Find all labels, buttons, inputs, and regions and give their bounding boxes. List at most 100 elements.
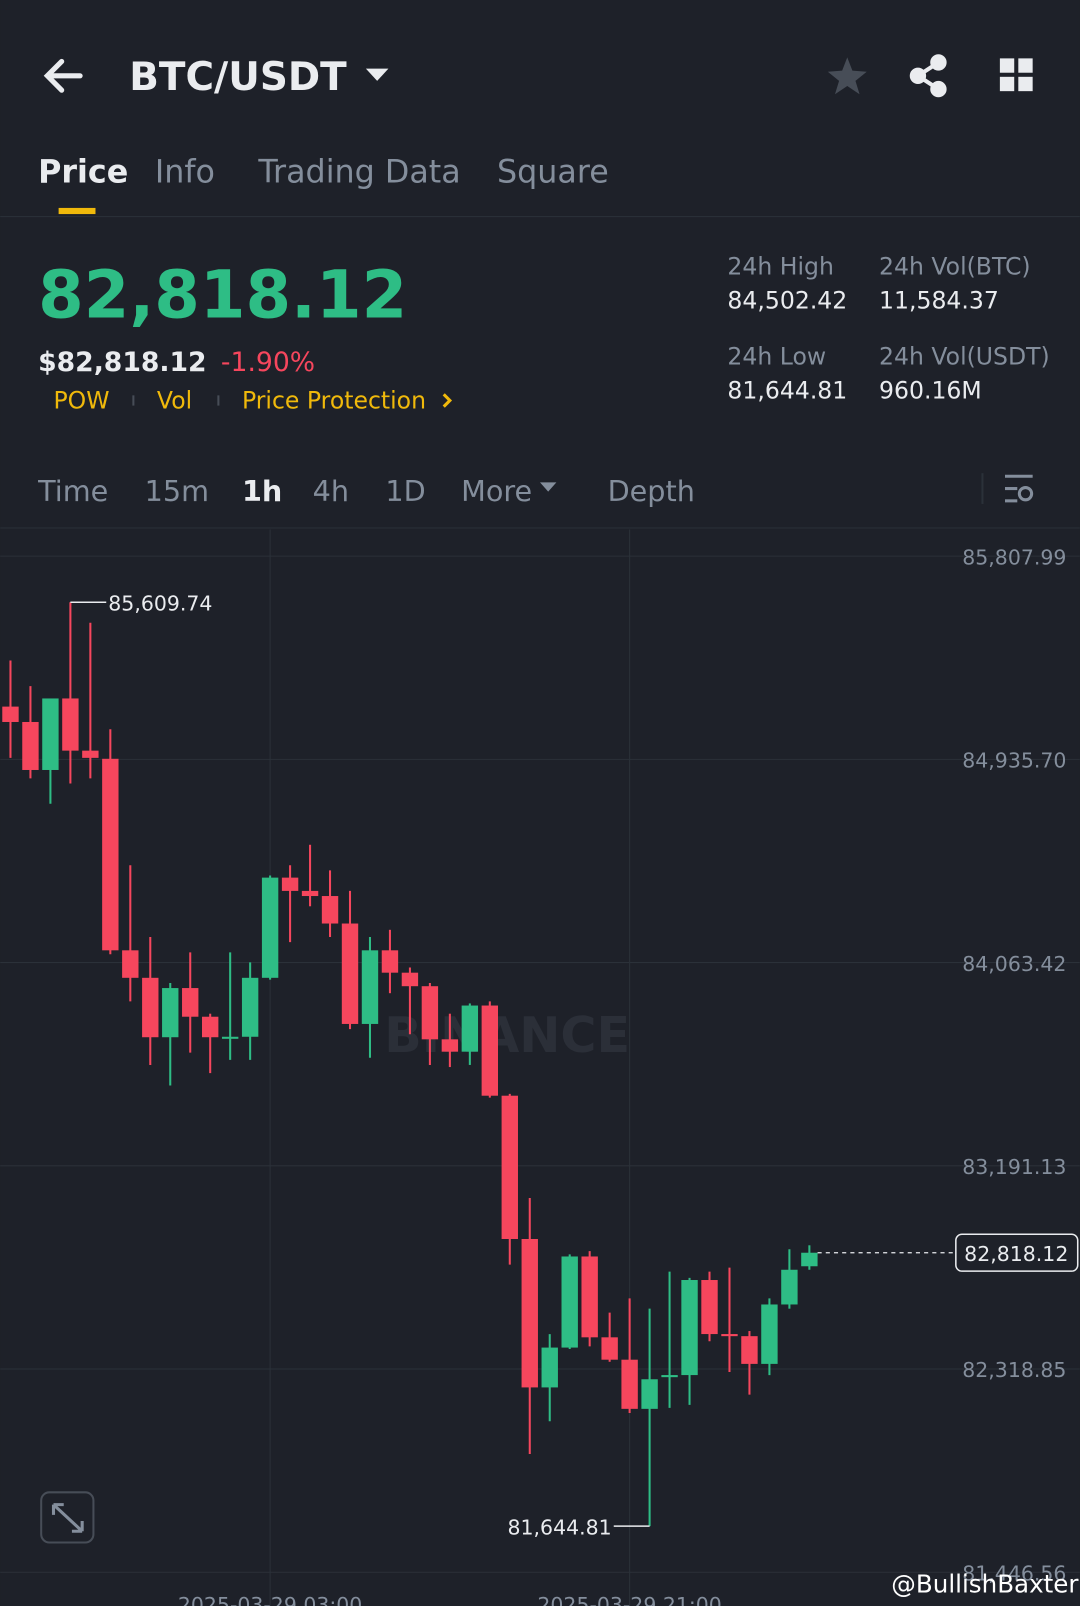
interval[interactable]: 4h xyxy=(313,474,349,508)
chart-settings-icon[interactable] xyxy=(1005,474,1034,503)
candle-body xyxy=(521,1239,538,1388)
max-label: 85,609.74 xyxy=(108,591,212,615)
interval[interactable]: 15m xyxy=(145,474,209,508)
candle-body xyxy=(621,1359,638,1409)
divider xyxy=(0,216,1080,218)
y-tick-label: 83,191.13 xyxy=(962,1155,1066,1179)
y-tick-label: 85,807.99 xyxy=(962,545,1066,569)
price-change: -1.90% xyxy=(221,347,315,378)
candle-body xyxy=(801,1252,818,1267)
active-tab-indicator xyxy=(58,207,96,215)
candle-body xyxy=(341,923,359,1024)
interval[interactable]: More xyxy=(461,474,532,508)
tag-chevron[interactable] xyxy=(442,393,453,408)
stat-value: 84,502.42 xyxy=(727,286,847,314)
candle-body xyxy=(241,977,259,1037)
interval[interactable]: 1D xyxy=(385,474,425,508)
candle-body xyxy=(122,950,139,978)
candle-body xyxy=(281,877,299,891)
more-dropdown[interactable] xyxy=(540,482,557,492)
candle-body xyxy=(721,1334,738,1337)
tab[interactable]: Trading Data xyxy=(257,154,460,190)
tab[interactable]: Square xyxy=(497,154,609,190)
candle-body xyxy=(581,1256,598,1338)
tag[interactable]: Vol xyxy=(157,387,192,415)
tags: POW Vol Price Protection xyxy=(53,387,426,415)
candle-body xyxy=(681,1280,698,1376)
candle-body xyxy=(162,988,179,1038)
favorite-icon[interactable] xyxy=(827,57,867,95)
stat-label: 24h Vol(USDT) xyxy=(879,343,1050,371)
candle-body xyxy=(421,986,439,1040)
x-tick-label: 2025-03-29 03:00 xyxy=(178,1593,362,1606)
stats: 24h High 84,502.42 24h Vol(BTC) 11,584.37 24… xyxy=(727,252,1049,404)
candle-body xyxy=(381,950,399,973)
candle-body xyxy=(42,698,59,770)
candle-body xyxy=(701,1280,718,1335)
interval[interactable]: Time xyxy=(37,474,108,508)
candle-body xyxy=(221,1036,239,1039)
candle-body xyxy=(501,1095,518,1240)
interval-bar: Time 15m 1h 4h 1D More Depth xyxy=(37,474,695,508)
candle-body xyxy=(182,988,199,1017)
candle-body xyxy=(142,977,159,1038)
candle-body xyxy=(761,1304,778,1364)
x-tick-label: 2025-03-29 21:00 xyxy=(537,1593,721,1606)
candle-body xyxy=(481,1005,499,1096)
tag[interactable]: POW xyxy=(53,387,109,415)
candlestick-chart: BINANCE 85,807.99 84,935.70 84,063.42 83,191… xyxy=(0,529,1080,1606)
y-tick-label: 81,446.56 xyxy=(962,1561,1066,1585)
share-icon[interactable] xyxy=(909,54,947,98)
candle-body xyxy=(661,1375,678,1378)
candle-body xyxy=(741,1336,758,1364)
min-label: 81,644.81 xyxy=(508,1515,612,1539)
candle-body xyxy=(641,1379,658,1409)
watermark: @BullishBaxter xyxy=(891,1570,1079,1599)
tab-bar: Price Info Trading Data Square xyxy=(38,154,609,190)
candle-body xyxy=(561,1256,578,1348)
candle-body xyxy=(22,721,39,770)
tag[interactable]: Price Protection xyxy=(242,387,426,415)
stat-value: 11,584.37 xyxy=(879,286,999,314)
last-price: 82,818.12 xyxy=(38,258,407,334)
price-usd: $82,818.12 xyxy=(38,347,206,378)
candle-body xyxy=(361,950,379,1024)
interval[interactable]: 1h xyxy=(242,474,282,508)
candle-body xyxy=(261,877,279,978)
tag-separator xyxy=(217,395,220,406)
candle-body xyxy=(781,1269,798,1305)
expand-button[interactable] xyxy=(40,1491,95,1544)
y-tick-label: 82,318.85 xyxy=(962,1358,1066,1382)
candle-body xyxy=(461,1005,479,1052)
candle-body xyxy=(301,890,319,897)
stat-label: 24h High xyxy=(727,252,834,280)
back-button[interactable] xyxy=(43,58,83,93)
separator xyxy=(981,473,984,504)
divider xyxy=(0,527,1080,529)
stat-label: 24h Low xyxy=(727,343,826,371)
candle-body xyxy=(541,1347,558,1388)
candle-body xyxy=(62,698,79,751)
candle-body xyxy=(321,896,339,924)
layout-icon[interactable] xyxy=(999,58,1033,92)
last-price-label: 82,818.12 xyxy=(964,1242,1068,1266)
y-tick-label: 84,063.42 xyxy=(962,952,1066,976)
stat-value: 81,644.81 xyxy=(727,376,847,404)
pair-title[interactable]: BTC/USDT xyxy=(129,55,347,100)
pair-dropdown[interactable] xyxy=(365,68,389,81)
interval[interactable]: Depth xyxy=(608,474,695,508)
chart-watermark: BINANCE xyxy=(384,1006,630,1064)
y-tick-label: 84,935.70 xyxy=(962,749,1066,773)
candle-body xyxy=(82,750,99,758)
stat-value: 960.16M xyxy=(879,376,982,404)
candle-body xyxy=(202,1016,219,1038)
stat-label: 24h Vol(BTC) xyxy=(879,252,1031,280)
tab[interactable]: Price xyxy=(38,154,128,190)
candle-body xyxy=(601,1337,618,1360)
tab[interactable]: Info xyxy=(155,154,215,190)
candle-body xyxy=(102,758,119,951)
candle-body xyxy=(441,1039,459,1052)
